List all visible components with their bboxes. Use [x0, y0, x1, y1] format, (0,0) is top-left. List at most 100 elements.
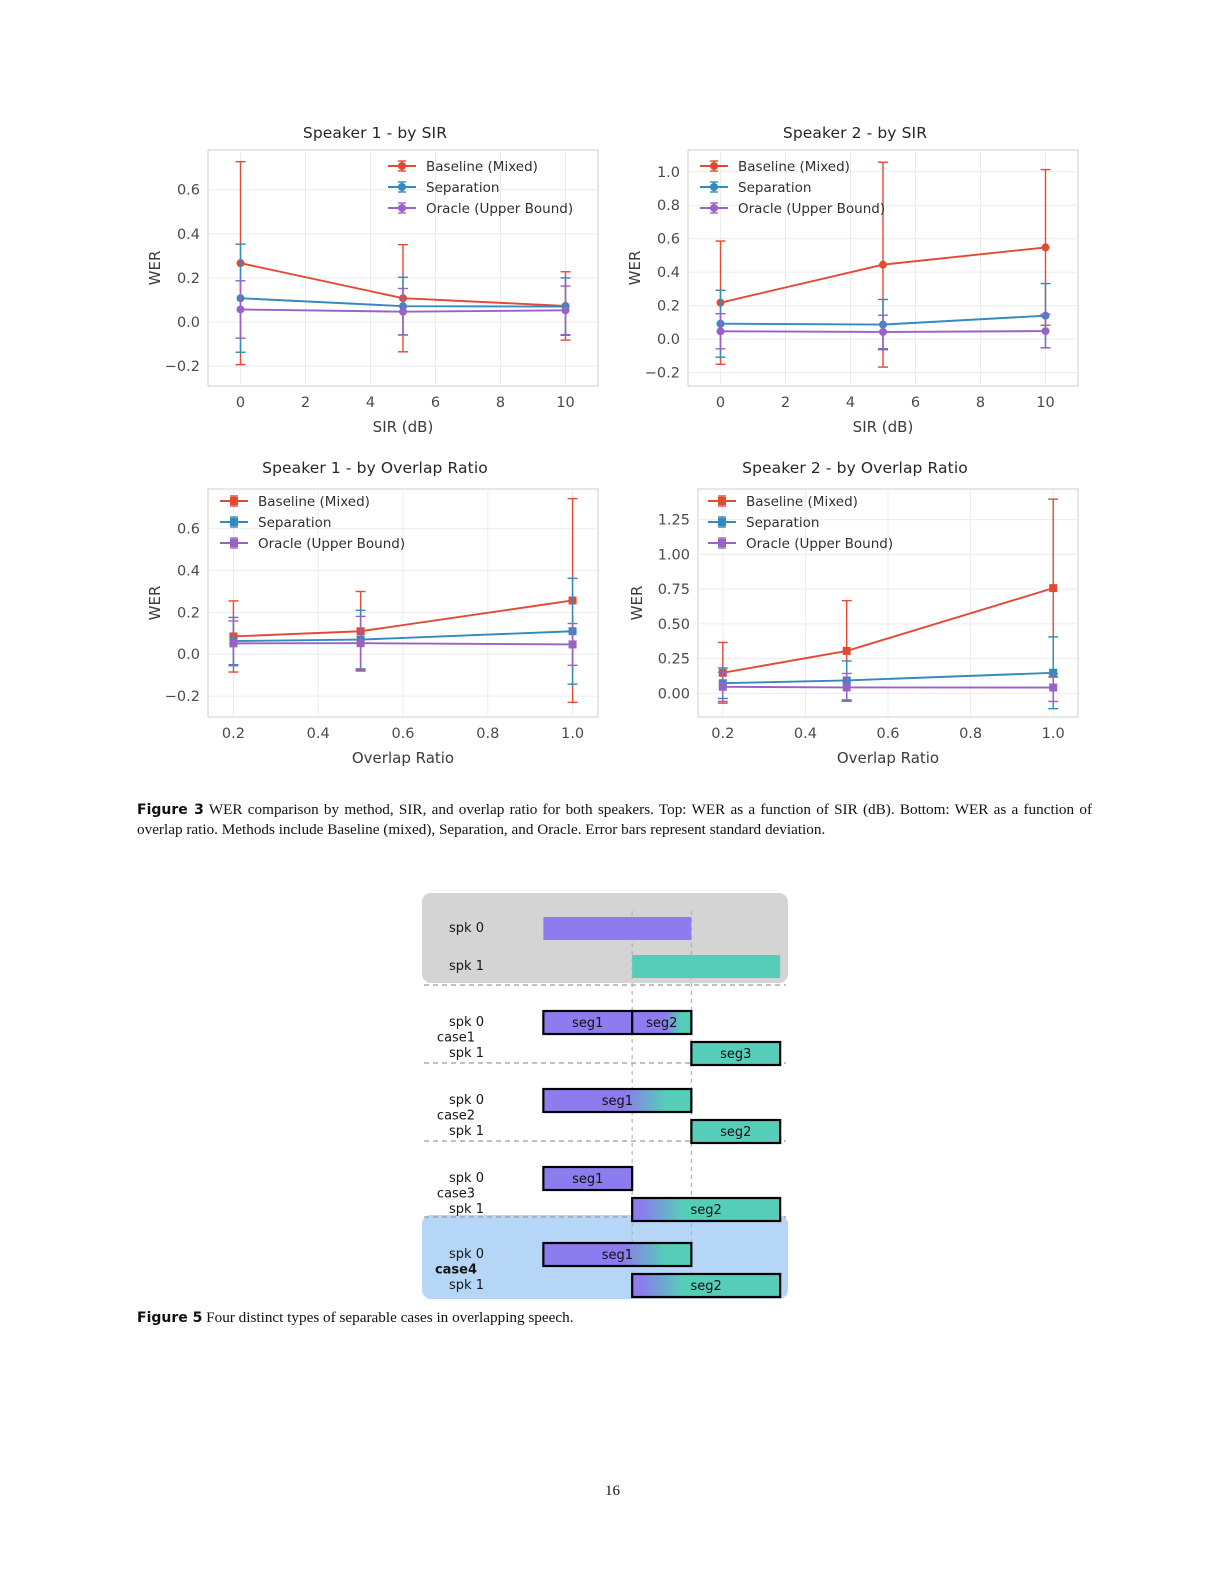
legend-item[interactable]: Oracle (Upper Bound): [220, 536, 405, 552]
legend-label: Oracle (Upper Bound): [426, 201, 573, 217]
segment-label: seg2: [646, 1016, 677, 1031]
x-tick-label: 0.4: [794, 726, 817, 742]
segment-label: seg3: [720, 1047, 751, 1062]
y-tick-label: 0.4: [177, 564, 200, 580]
legend-label: Oracle (Upper Bound): [746, 536, 893, 552]
y-tick-label: 0.4: [177, 227, 200, 243]
speaker-label: spk 0: [449, 1171, 484, 1186]
speaker-label: spk 0: [449, 1093, 484, 1108]
plot-area: −0.2 0.0 0.2 0.4 0.6 0 2 4 6 8 10 SIR (dB) WER Baseli…: [146, 149, 599, 436]
segment-label: seg1: [602, 1094, 633, 1109]
y-tick-label: 0.2: [657, 299, 680, 315]
chart-speaker2-overlap: Speaker 2 - by Overlap Ratio 0.00 0.25 0.5…: [620, 453, 1090, 783]
speaker-label: spk 1: [449, 1046, 484, 1061]
plot-area: 0.00 0.25 0.50 0.75 1.00 1.25 0.2 0.4 0.6 0.8 1.0 O…: [628, 488, 1079, 767]
legend-label: Separation: [258, 515, 331, 531]
x-tick-label: 10: [556, 395, 574, 411]
series-oracle-upper-bound: [235, 280, 571, 339]
x-tick-label: 0.8: [959, 726, 982, 742]
legend: Baseline (Mixed) Separation Oracle (Upper …: [708, 494, 893, 552]
speaker-label: spk 1: [449, 1124, 484, 1139]
segment-label: seg2: [691, 1203, 722, 1218]
legend-item[interactable]: Separation: [388, 180, 499, 196]
legend-label: Baseline (Mixed): [426, 159, 538, 175]
legend-label: Oracle (Upper Bound): [258, 536, 405, 552]
figure-3: Speaker 1 - by SIR −0.2 0.0 0.2 0.4 0.6 0 2 4 6 8…: [140, 118, 1090, 783]
legend: Baseline (Mixed) Separation Oracle (Upper …: [220, 494, 405, 552]
x-tick-label: 0.6: [876, 726, 899, 742]
speaker-label: spk 0: [449, 921, 484, 936]
series-oracle-upper-bound: [228, 615, 578, 671]
y-tick-label: −0.2: [165, 689, 200, 705]
legend: Baseline (Mixed) Separation Oracle (Upper …: [388, 159, 573, 217]
legend-item[interactable]: Baseline (Mixed): [700, 159, 850, 175]
segment-label: seg1: [572, 1172, 603, 1187]
segment-block: [631, 1196, 782, 1223]
legend-label: Separation: [746, 515, 819, 531]
speaker-label: spk 1: [449, 959, 484, 974]
x-axis-label: Overlap Ratio: [352, 749, 454, 767]
chart-title: Speaker 1 - by SIR: [302, 124, 448, 142]
y-tick-label: 0.2: [177, 605, 200, 621]
x-tick-label: 2: [781, 395, 790, 411]
segment-label: seg1: [602, 1248, 633, 1263]
y-axis-label: WER: [146, 586, 164, 621]
series-group: [235, 160, 571, 366]
legend-label: Baseline (Mixed): [258, 494, 370, 510]
legend-label: Baseline (Mixed): [746, 494, 858, 510]
x-tick-label: 0.2: [711, 726, 734, 742]
legend-item[interactable]: Baseline (Mixed): [708, 494, 858, 510]
y-tick-label: 0.50: [658, 617, 690, 633]
y-tick-label: 0.00: [658, 686, 690, 702]
x-tick-label: 10: [1036, 395, 1054, 411]
series-group: [715, 161, 1051, 368]
segment-block: [690, 1118, 782, 1145]
case-label-case4: case4: [435, 1263, 477, 1278]
legend-item[interactable]: Oracle (Upper Bound): [388, 201, 573, 217]
segment-block: [631, 1272, 782, 1299]
x-axis-label: SIR (dB): [853, 418, 914, 436]
legend-item[interactable]: Separation: [700, 180, 811, 196]
case-label-case1: case1: [437, 1031, 475, 1046]
x-tick-label: 0.2: [222, 726, 245, 742]
speaker-label: spk 0: [449, 1015, 484, 1030]
legend-item[interactable]: Separation: [220, 515, 331, 531]
x-tick-label: 4: [846, 395, 855, 411]
segment-label: seg2: [691, 1279, 722, 1294]
plot-area: −0.2 0.0 0.2 0.4 0.6 0.2 0.4 0.6 0.8 1.0 Overlap R…: [146, 488, 599, 767]
legend-item[interactable]: Baseline (Mixed): [220, 494, 370, 510]
series-oracle-upper-bound: [715, 312, 1051, 350]
x-axis-label: Overlap Ratio: [837, 749, 939, 767]
segment-label: seg1: [572, 1016, 603, 1031]
segment-block: [542, 1241, 693, 1268]
x-tick-label: 0.8: [476, 726, 499, 742]
x-tick-label: 0.4: [307, 726, 330, 742]
segment-block: [542, 1087, 693, 1114]
y-tick-label: 0.25: [658, 652, 690, 668]
x-tick-label: 6: [911, 395, 920, 411]
y-tick-label: 0.8: [657, 198, 680, 214]
y-tick-label: 1.00: [658, 547, 690, 563]
figure-5-caption-label: Figure 5: [137, 1310, 203, 1326]
chart-speaker1-sir: Speaker 1 - by SIR −0.2 0.0 0.2 0.4 0.6 0 2 4 6 8…: [140, 118, 610, 448]
figure-5-caption: Figure 5 Four distinct types of separabl…: [137, 1308, 1092, 1328]
chart-speaker2-sir: Speaker 2 - by SIR −0.2 0.0 0.2 0.4 0.6 0.8 1.…: [620, 118, 1090, 448]
speaker-label: spk 0: [449, 1247, 484, 1262]
legend-item[interactable]: Oracle (Upper Bound): [700, 201, 885, 217]
x-tick-label: 4: [366, 395, 375, 411]
segment-label: seg2: [720, 1125, 751, 1140]
legend-label: Baseline (Mixed): [738, 159, 850, 175]
chart-title: Speaker 2 - by SIR: [782, 124, 928, 142]
chart-title: Speaker 1 - by Overlap Ratio: [262, 459, 488, 477]
segment-block: [690, 1040, 782, 1067]
y-tick-label: 1.25: [658, 513, 690, 529]
y-tick-label: 1.0: [657, 165, 680, 181]
y-axis-label: WER: [626, 251, 644, 286]
x-tick-label: 8: [976, 395, 985, 411]
legend-item[interactable]: Baseline (Mixed): [388, 159, 538, 175]
legend-item[interactable]: Oracle (Upper Bound): [708, 536, 893, 552]
legend-item[interactable]: Separation: [708, 515, 819, 531]
segment-block: [543, 917, 692, 940]
y-tick-label: −0.2: [165, 359, 200, 375]
